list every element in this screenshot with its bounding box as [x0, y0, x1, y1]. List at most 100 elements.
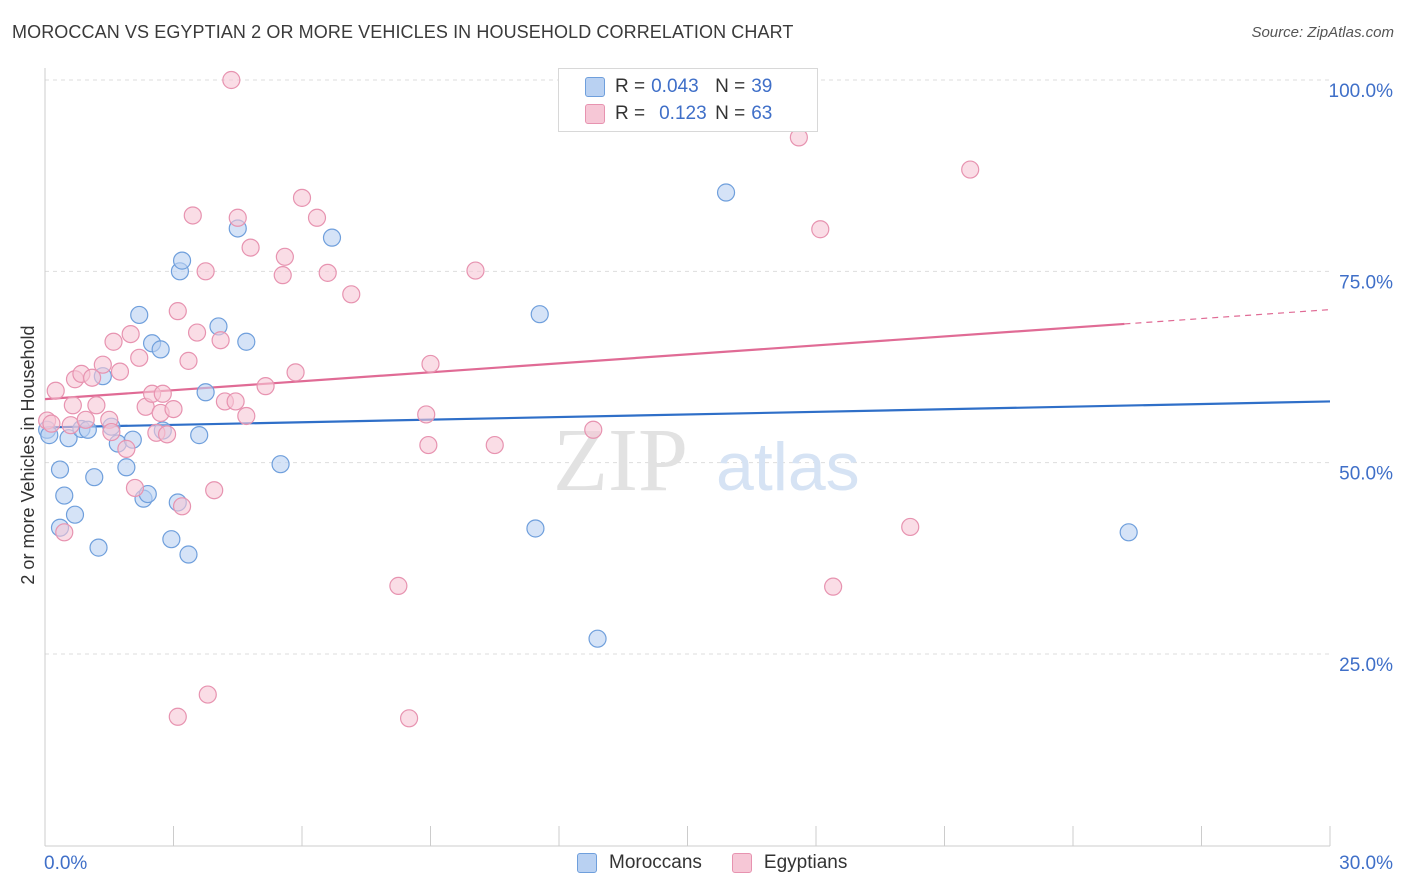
egyptian-point: [157, 425, 177, 444]
y-tick-label: 50.0%: [1339, 464, 1393, 485]
moroccan-point: [530, 305, 549, 324]
legend-r-label: R =: [615, 103, 646, 124]
egyptian-point: [63, 396, 82, 415]
egyptian-point: [76, 410, 95, 429]
egyptian-point: [466, 261, 485, 280]
egyptian-point: [168, 302, 187, 321]
egyptian-point: [421, 354, 440, 374]
legend-item-egyptians: Egyptians: [731, 852, 848, 874]
moroccan-point: [117, 458, 136, 477]
trend-lines: [44, 309, 1331, 429]
egyptian-point: [292, 188, 312, 207]
legend-r-value: 0.043: [651, 76, 699, 97]
moroccan-point: [190, 426, 209, 445]
moroccan-point: [85, 468, 104, 487]
legend-swatch-moroccans: [585, 77, 605, 97]
egyptian-point: [168, 707, 187, 726]
legend-swatch-moroccans: [577, 853, 597, 873]
moroccan-point: [162, 530, 181, 549]
stats-legend: R = 0.043 N = 39 R = 0.123 N = 63: [558, 68, 818, 132]
egyptian-point: [102, 422, 121, 442]
y-tick-label: 25.0%: [1339, 655, 1393, 676]
egyptian-point: [87, 396, 106, 415]
egyptian-point: [183, 206, 202, 225]
grid-lines: [45, 79, 1330, 655]
egyptian-trend-line: [44, 322, 1125, 401]
egyptian-point: [93, 355, 112, 374]
watermark-atlas: atlas: [716, 429, 860, 505]
moroccan-point: [179, 545, 198, 564]
legend-swatch-egyptians: [585, 104, 605, 124]
egyptian-point: [286, 363, 305, 382]
moroccan-point: [588, 629, 607, 648]
egyptian-point: [256, 377, 275, 396]
egyptian-point: [307, 208, 327, 227]
egyptian-point: [226, 392, 245, 411]
moroccan-point: [130, 305, 149, 325]
egyptian-point: [153, 384, 172, 403]
egyptian-point: [237, 406, 256, 426]
y-tick-label: 75.0%: [1339, 272, 1393, 293]
egyptian-point: [42, 414, 61, 433]
moroccan-point: [196, 383, 215, 402]
legend-label-egyptians: Egyptians: [763, 852, 848, 873]
y-tick-label: 100.0%: [1329, 81, 1394, 102]
moroccan-trend-line: [44, 400, 1331, 429]
egyptian-point: [241, 238, 260, 257]
legend-label-moroccans: Moroccans: [609, 852, 702, 873]
egyptian-point: [172, 497, 192, 516]
egyptian-point: [222, 70, 241, 90]
egyptian-point: [389, 576, 408, 595]
chart-title: MOROCCAN VS EGYPTIAN 2 OR MORE VEHICLES …: [12, 22, 794, 42]
moroccan-point: [50, 460, 70, 479]
x-tick-label: 30.0%: [1339, 853, 1393, 874]
legend-n-label: N =: [715, 103, 746, 124]
x-tick-label: 0.0%: [44, 853, 87, 874]
egyptian-point: [584, 420, 603, 439]
egyptian-point: [187, 323, 207, 342]
egyptian-point: [83, 368, 102, 387]
legend-row-moroccans: R = 0.043 N = 39: [585, 75, 815, 99]
moroccan-point: [89, 538, 108, 557]
source-credit: Source: ZipAtlas.com: [1251, 24, 1394, 41]
egyptian-point: [485, 435, 504, 455]
egyptian-point: [179, 351, 198, 370]
egyptian-point: [205, 481, 224, 500]
moroccan-point: [1119, 523, 1138, 542]
moroccan-point: [65, 505, 85, 524]
egyptian-point: [419, 435, 438, 455]
legend-row-egyptians: R = 0.123 N = 63: [585, 102, 815, 126]
egyptian-point: [961, 160, 980, 179]
egyptian-point: [196, 262, 215, 281]
legend-item-moroccans: Moroccans: [577, 852, 702, 874]
egyptian-point: [901, 517, 920, 537]
moroccan-point: [172, 251, 192, 270]
egyptian-point: [46, 381, 65, 400]
legend-n-value: 63: [751, 103, 773, 124]
egyptian-point: [164, 399, 183, 419]
moroccan-point: [151, 340, 170, 359]
egyptian-point: [228, 208, 247, 227]
egyptian-point: [824, 577, 843, 596]
data-points: [38, 70, 1138, 728]
moroccan-point: [322, 228, 342, 247]
legend-r-value: 0.123: [659, 103, 707, 124]
egyptian-point: [273, 266, 292, 285]
egyptian-point: [318, 263, 337, 282]
legend-r-label: R =: [615, 76, 646, 97]
legend-n-value: 39: [751, 76, 773, 97]
legend-swatch-egyptians: [731, 853, 752, 873]
egyptian-point: [342, 285, 361, 304]
egyptian-trend-extension: [1124, 309, 1331, 325]
watermark: ZIP atlas: [553, 411, 860, 510]
watermark-zip: ZIP: [553, 411, 688, 510]
moroccan-point: [237, 332, 256, 351]
egyptian-point: [211, 331, 230, 350]
egyptian-point: [275, 247, 294, 266]
y-axis-title: 2 or more Vehicles in Household: [18, 325, 38, 584]
moroccan-point: [716, 183, 736, 202]
axes: [44, 68, 1331, 847]
egyptian-point: [811, 220, 830, 239]
egyptian-point: [130, 348, 149, 367]
